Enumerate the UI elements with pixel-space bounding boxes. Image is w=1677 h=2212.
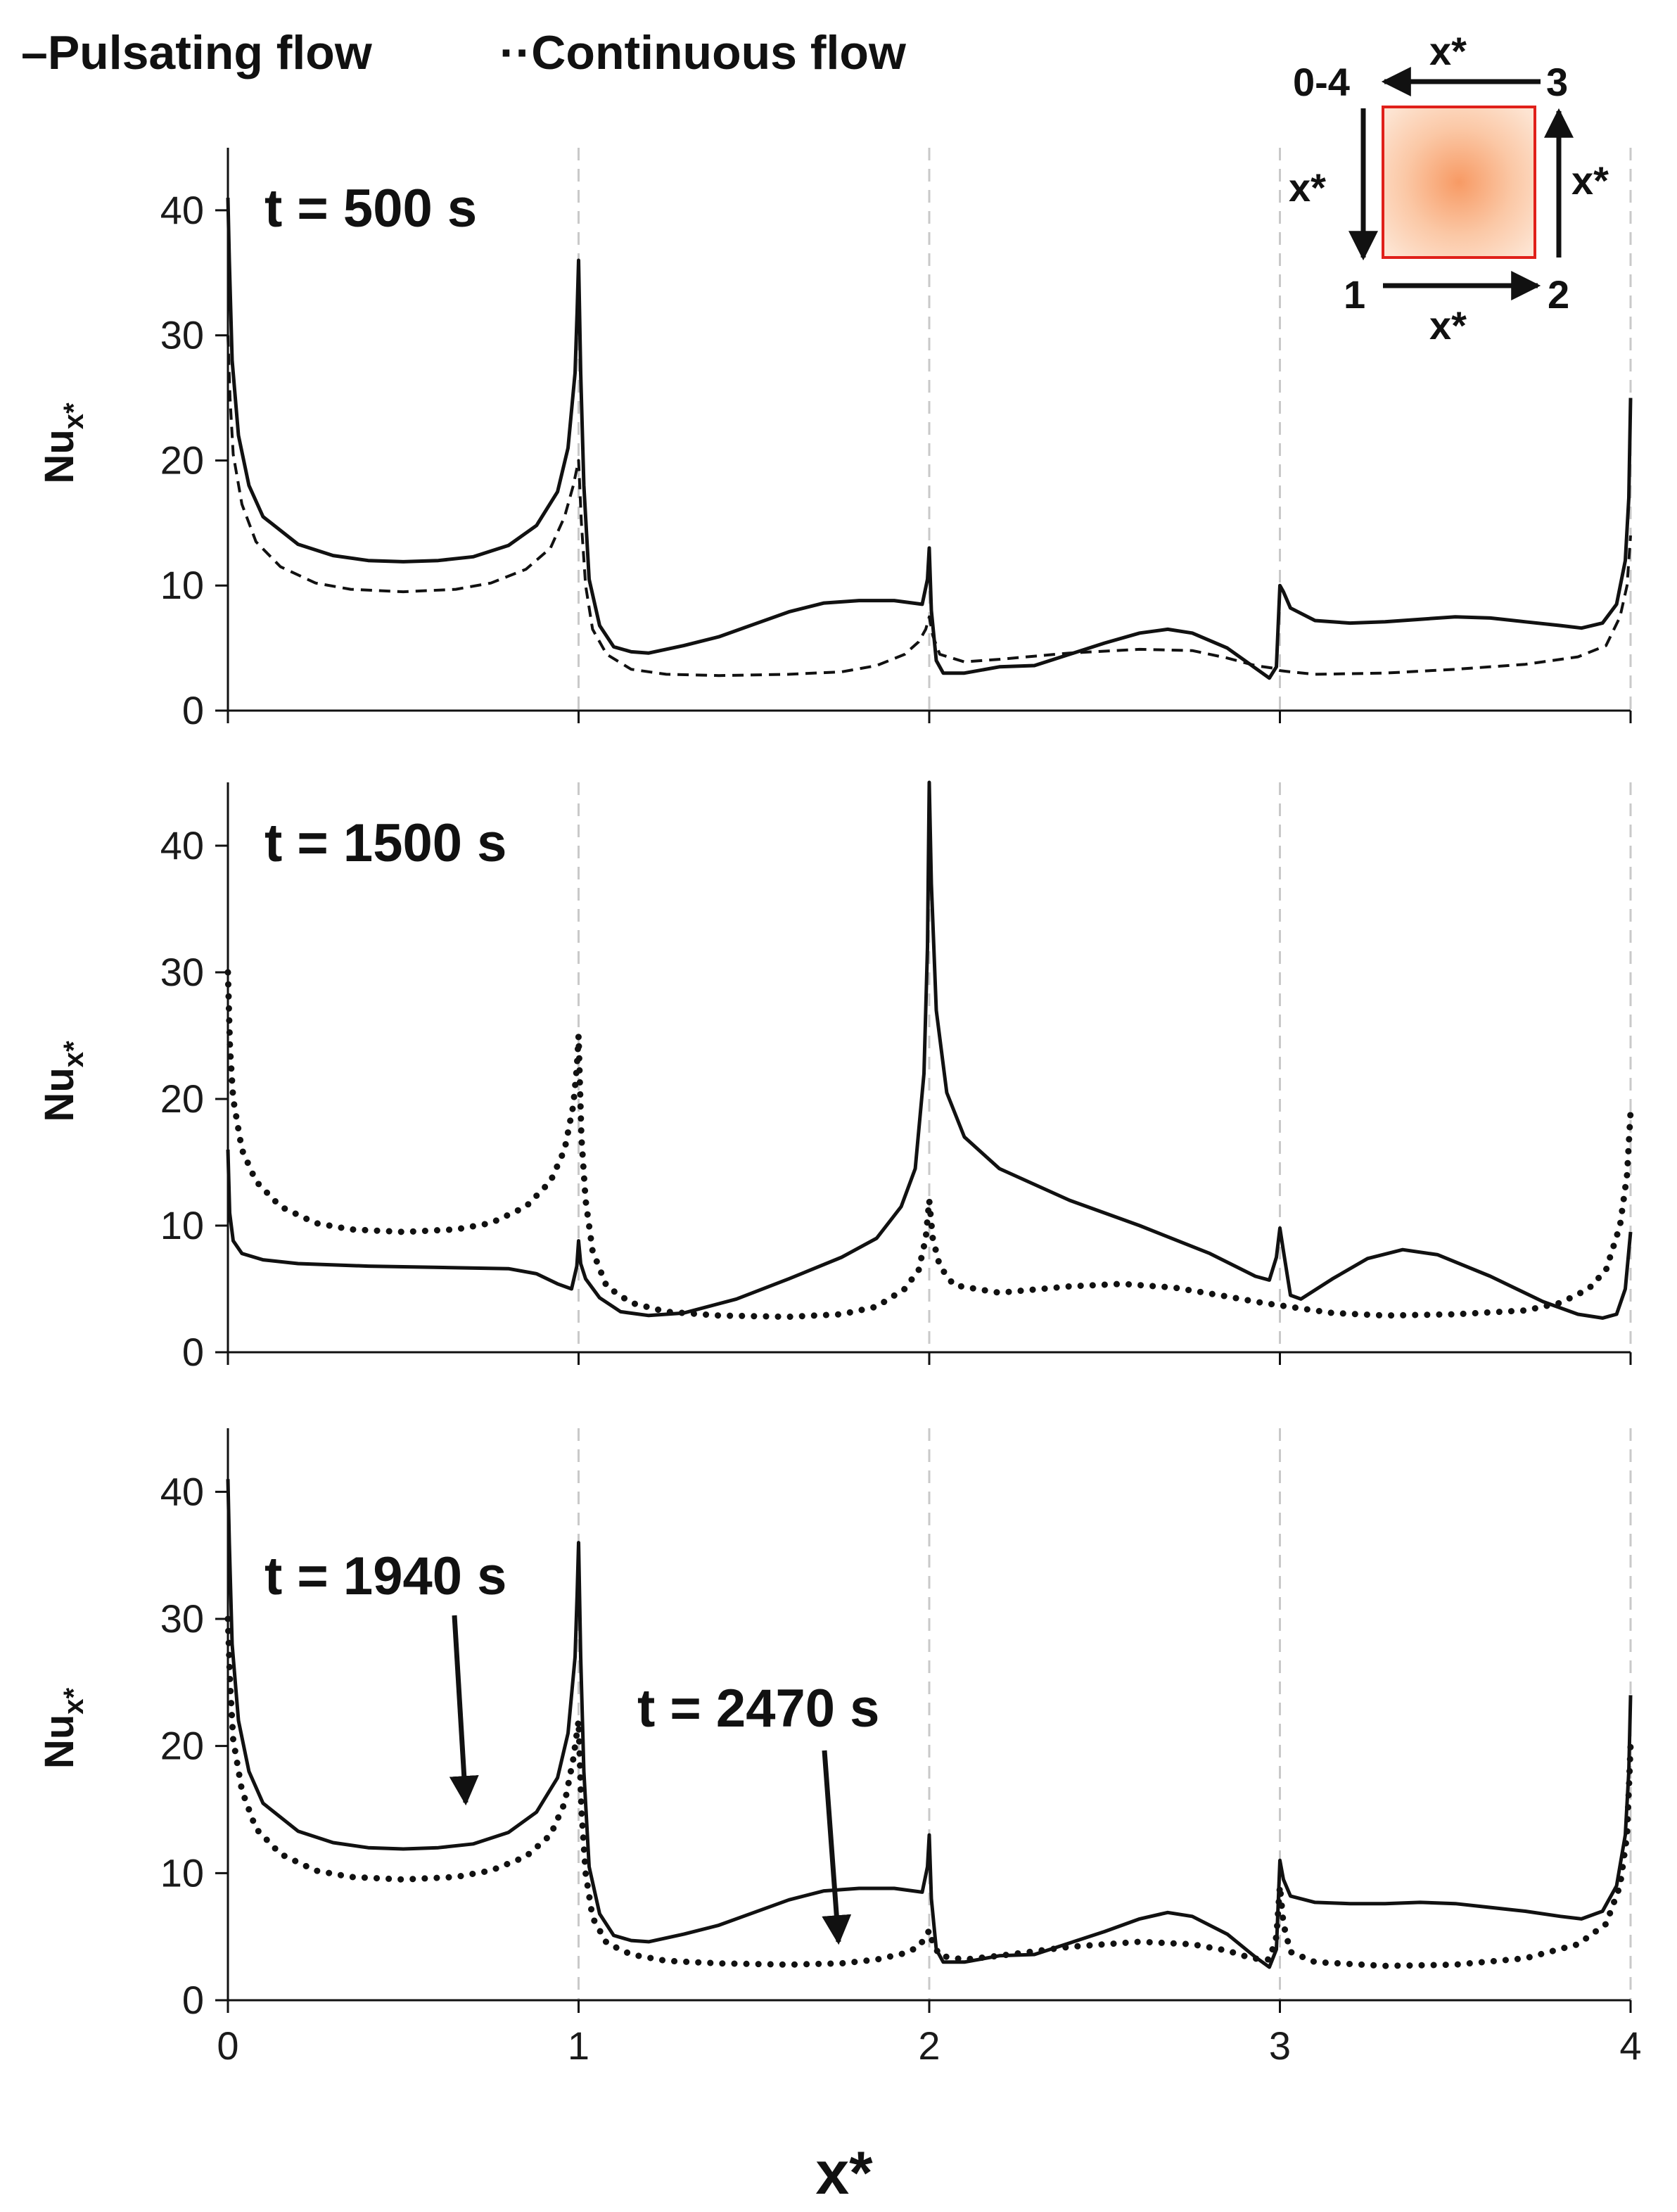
svg-text:··Continuous flow: ··Continuous flow bbox=[499, 26, 907, 80]
y-tick-label: 30 bbox=[160, 1596, 204, 1641]
legend-pulsating-label: Pulsating flow bbox=[48, 26, 373, 80]
inset-corner-1: 1 bbox=[1344, 272, 1365, 317]
y-tick-label: 40 bbox=[160, 823, 204, 867]
series-line-continuous bbox=[224, 1615, 1634, 1969]
y-tick-label: 40 bbox=[160, 1469, 204, 1513]
y-tick-label: 40 bbox=[160, 188, 204, 232]
y-tick-label: 30 bbox=[160, 313, 204, 357]
y-tick-label: 30 bbox=[160, 950, 204, 994]
series-line-pulsating bbox=[226, 198, 1633, 680]
y-axis-label: Nux* bbox=[37, 1041, 89, 1122]
x-tick-label: 0 bbox=[217, 2023, 238, 2068]
series-line-continuous bbox=[227, 335, 1632, 678]
x-axis-label: x* bbox=[815, 2140, 873, 2207]
legend-continuous-marker: ·· bbox=[499, 26, 531, 80]
y-tick-label: 20 bbox=[160, 1076, 204, 1121]
panel-title: t = 500 s bbox=[264, 179, 477, 239]
panel-title: t = 1500 s bbox=[264, 813, 506, 873]
panel-t500: 0 10 20 30 40 Nux* t = 500 s bbox=[37, 148, 1633, 732]
svg-text:–Pulsating flow: –Pulsating flow bbox=[21, 26, 373, 80]
annotation-t2470: t = 2470 s bbox=[637, 1679, 879, 1739]
inset-corner-3: 3 bbox=[1546, 60, 1568, 104]
y-tick-label: 0 bbox=[182, 1330, 204, 1374]
y-tick-label: 0 bbox=[182, 1978, 204, 2022]
inset-edge-label-bottom: x* bbox=[1429, 303, 1467, 348]
y-tick-label: 10 bbox=[160, 563, 204, 607]
y-tick-label: 0 bbox=[182, 688, 204, 732]
x-tick-label: 1 bbox=[568, 2023, 589, 2068]
y-tick-label: 20 bbox=[160, 1724, 204, 1768]
inset-edge-label-left: x* bbox=[1289, 165, 1326, 210]
panel-t1940-t2470: 0 10 20 30 40 0 1 2 3 4 Nux* bbox=[37, 1428, 1642, 2068]
x-tick-label: 4 bbox=[1619, 2023, 1641, 2068]
series-line-pulsating bbox=[226, 1479, 1633, 1969]
annotation-t1940: t = 1940 s bbox=[264, 1546, 506, 1606]
legend-pulsating-marker: – bbox=[21, 26, 48, 80]
y-tick-label: 10 bbox=[160, 1850, 204, 1895]
x-tick-label: 2 bbox=[918, 2023, 940, 2068]
inset-corner-0-4: 0-4 bbox=[1293, 60, 1350, 104]
legend-continuous-label: Continuous flow bbox=[531, 26, 907, 80]
x-tick-label: 3 bbox=[1269, 2023, 1291, 2068]
inset-edge-label-right: x* bbox=[1571, 158, 1609, 203]
series-line-pulsating bbox=[226, 780, 1633, 1320]
legend: –Pulsating flow ··Continuous flow bbox=[21, 26, 907, 80]
y-tick-label: 10 bbox=[160, 1203, 204, 1247]
y-tick-label: 20 bbox=[160, 438, 204, 482]
panel-t1500: 0 10 20 30 40 Nux* t = 1500 s bbox=[37, 780, 1634, 1374]
series-line-continuous bbox=[224, 969, 1634, 1321]
inset-diagram: 0-4 3 1 2 x* x* x* x* bbox=[1289, 29, 1609, 348]
annotation-arrow-t1940 bbox=[449, 1615, 479, 1806]
y-axis-label: Nux* bbox=[37, 402, 89, 484]
annotations: t = 1940 s t = 2470 s bbox=[264, 1546, 879, 1945]
heated-square bbox=[1382, 106, 1536, 259]
y-axis-label: Nux* bbox=[37, 1687, 89, 1769]
inset-edge-label-top: x* bbox=[1429, 29, 1467, 73]
annotation-arrow-t2470 bbox=[822, 1750, 852, 1945]
inset-corner-2: 2 bbox=[1548, 272, 1569, 317]
